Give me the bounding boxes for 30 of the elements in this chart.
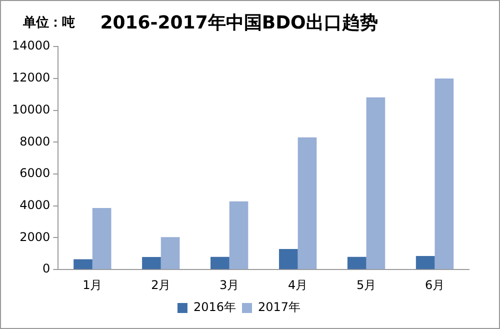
bar [278,249,298,270]
bar [160,237,180,270]
bar [434,78,454,270]
bar [210,256,230,270]
y-tick-label: 10000 [12,102,50,116]
bar [298,137,317,270]
y-tick-label: 14000 [12,38,50,53]
bar [92,208,112,270]
y-tick-label: 2000 [20,230,50,244]
chart-title: 2016-2017年中国BDO出口趋势 [100,12,378,34]
y-tick-label: 4000 [20,198,50,212]
bar [142,257,161,270]
bar [74,259,92,270]
bar [416,256,435,270]
bar [229,201,248,270]
y-tick-label: 8000 [20,134,50,148]
x-tick-label: 6月 [424,278,445,292]
y-tick-label: 12000 [12,70,50,85]
x-tick-label: 2月 [151,278,171,292]
x-tick-label: 1月 [82,278,102,292]
bar [347,256,366,270]
legend-label: 2016年 [193,300,236,314]
x-tick-label: 3月 [220,278,240,292]
x-tick-label: 4月 [288,278,308,292]
legend-label: 2017年 [258,300,301,314]
x-tick-label: 5月 [356,278,376,292]
y-tick-label: 6000 [20,166,50,180]
bar [366,97,386,270]
text: 单位：吨 [22,14,75,30]
y-tick-label: 0 [42,262,50,276]
